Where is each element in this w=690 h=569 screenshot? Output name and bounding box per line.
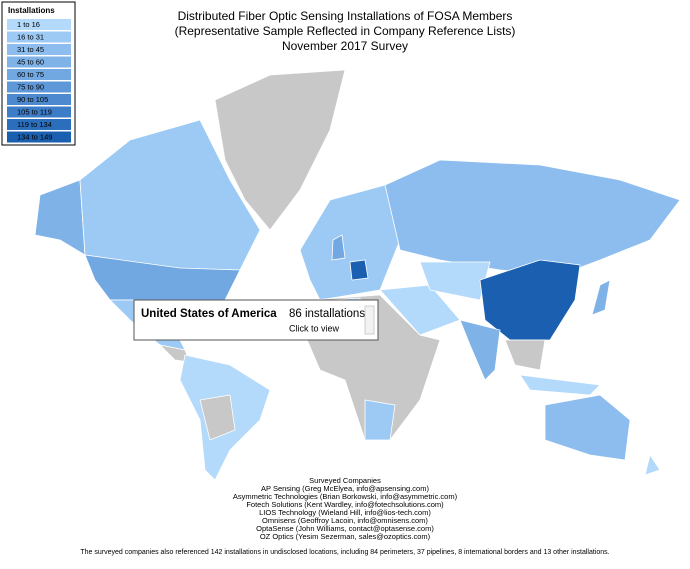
country[interactable] <box>299 184 401 301</box>
tooltip-box <box>133 299 379 341</box>
tooltip[interactable]: United States of America 86 installation… <box>133 299 379 341</box>
legend-items: 1 to 16 16 to 31 31 to 45 45 to 60 60 to 75 7… <box>7 19 71 143</box>
tooltip-country: United States of America <box>141 308 277 320</box>
legend-label: 16 to 31 <box>17 32 44 41</box>
country[interactable] <box>519 374 601 396</box>
country[interactable] <box>34 179 86 256</box>
country[interactable] <box>479 259 581 341</box>
country[interactable] <box>544 394 631 461</box>
legend-label: 119 to 134 <box>17 120 52 129</box>
company-entry: Fotech Solutions (Kent Wardley, info@fot… <box>246 500 444 509</box>
country[interactable] <box>419 261 491 301</box>
legend-swatch <box>7 94 71 105</box>
legend-swatch <box>7 119 71 130</box>
country[interactable] <box>504 339 546 371</box>
legend-label: 45 to 60 <box>17 57 44 66</box>
country[interactable] <box>214 69 346 231</box>
legend-swatch <box>7 44 71 55</box>
country[interactable] <box>331 234 346 261</box>
company-entry: Asymmetric Technologies (Brian Borkowski… <box>233 492 458 501</box>
country[interactable] <box>591 279 611 316</box>
legend-swatch <box>7 31 71 43</box>
companies-list: AP Sensing (Greg McElyea, info@apsensing… <box>233 484 458 541</box>
legend-swatch <box>7 131 71 143</box>
legend-label: 105 to 119 <box>17 107 52 116</box>
country[interactable] <box>364 399 396 441</box>
legend-label: 75 to 90 <box>17 82 44 91</box>
legend-label: 60 to 75 <box>17 70 44 79</box>
country[interactable] <box>459 319 501 381</box>
company-entry: LIOS Technology (Wieland Hill, info@lios… <box>259 508 431 517</box>
country[interactable] <box>349 259 369 281</box>
legend-swatch <box>7 56 71 68</box>
companies-heading: Surveyed Companies <box>309 476 381 485</box>
title-line: (Representative Sample Reflected in Comp… <box>175 24 516 38</box>
legend-title: Installations <box>8 6 55 15</box>
legend-swatch <box>7 81 71 93</box>
legend-swatch <box>7 69 71 80</box>
company-entry: OptaSense (John Williams, contact@optase… <box>256 524 434 533</box>
country[interactable] <box>384 159 681 276</box>
tooltip-scrollbar[interactable] <box>364 305 375 335</box>
company-entry: Omnisens (Geoffroy Lacoin, info@omnisens… <box>262 516 428 525</box>
tooltip-action[interactable]: Click to view <box>289 323 340 333</box>
footnote: The surveyed companies also referenced 1… <box>80 549 609 556</box>
title-line: Distributed Fiber Optic Sensing Installa… <box>178 9 513 23</box>
legend-swatch <box>7 106 71 118</box>
legend-label: 90 to 105 <box>17 95 48 104</box>
company-entry: OZ Optics (Yesim Sezerman, sales@ozoptic… <box>260 532 431 541</box>
legend-label: 1 to 16 <box>17 20 40 29</box>
legend: Installations 1 to 16 16 to 31 31 to 45 45 … <box>1 1 76 146</box>
country[interactable] <box>199 394 236 441</box>
title-line: November 2017 Survey <box>282 39 408 53</box>
country[interactable] <box>644 454 661 476</box>
company-entry: AP Sensing (Greg McElyea, info@apsensing… <box>261 484 429 493</box>
legend-label: 134 to 149 <box>17 132 52 141</box>
legend-swatch <box>7 19 71 30</box>
world-map[interactable] <box>34 69 681 481</box>
tooltip-value: 86 installations <box>289 308 365 320</box>
legend-label: 31 to 45 <box>17 45 44 54</box>
